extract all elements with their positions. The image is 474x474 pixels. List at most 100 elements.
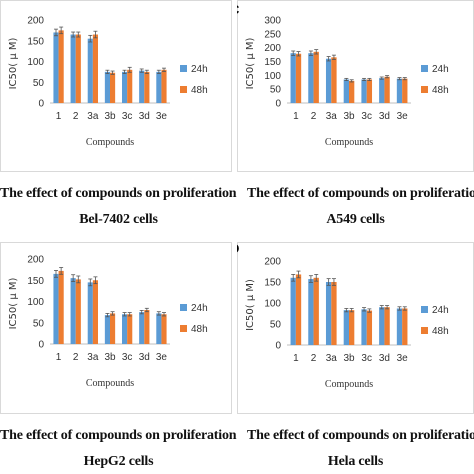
x-tick-label: 3a: [326, 111, 338, 122]
y-tick-label: 200: [264, 43, 281, 54]
bar: [343, 79, 349, 103]
x-tick-label: 3d: [379, 111, 390, 122]
y-axis-label: IC50( μ M): [8, 278, 19, 330]
bar: [127, 69, 133, 103]
bar: [58, 270, 64, 344]
y-tick-label: 100: [264, 71, 281, 82]
y-tick-label: 50: [33, 318, 45, 329]
bar: [325, 282, 332, 345]
bar: [331, 282, 337, 345]
x-tick-label: 1: [56, 111, 62, 122]
x-tick-label: 1: [293, 353, 299, 364]
bar: [402, 308, 408, 345]
chart-caption-line2: Bel-7402 cells: [79, 212, 158, 227]
legend-label: 24h: [432, 305, 449, 316]
bar: [396, 78, 403, 103]
bar: [92, 34, 98, 103]
panel-letter: C: [237, 2, 239, 17]
y-tick-label: 0: [38, 340, 44, 351]
x-tick-label: 2: [311, 353, 317, 364]
y-tick-label: 250: [264, 29, 281, 40]
bar: [308, 53, 314, 103]
legend-label: 48h: [432, 326, 449, 337]
chart-hela: 0 50 100 150 200 IC50( μ M) 1 2 3a 3b 3c 3d 3e Compou…: [245, 257, 449, 391]
legend-swatch: [180, 86, 187, 93]
x-axis-label: Compounds: [86, 378, 134, 389]
bar: [122, 71, 128, 103]
x-tick-label: 3d: [379, 353, 390, 364]
bar: [58, 30, 64, 103]
bar: [87, 38, 93, 103]
legend-swatch: [421, 306, 428, 313]
bar: [295, 274, 302, 345]
chart-frame: [237, 0, 474, 172]
y-tick-label: 0: [275, 341, 281, 352]
x-axis-label: Compounds: [325, 379, 373, 390]
bar: [70, 34, 76, 103]
legend-label: 48h: [191, 324, 208, 335]
x-axis-label: Compounds: [325, 137, 373, 148]
y-tick-label: 150: [27, 276, 44, 287]
bar: [92, 280, 98, 344]
chart-caption-line1: The effect of compounds on proliferation…: [0, 428, 237, 443]
bar: [139, 70, 145, 103]
bar: [290, 277, 296, 345]
y-tick-label: 50: [33, 78, 45, 89]
legend-label: 48h: [191, 85, 208, 96]
bar: [325, 58, 332, 103]
bar: [331, 57, 337, 103]
y-tick-label: 300: [264, 16, 281, 27]
chart-caption-line2: A549 cells: [326, 212, 385, 227]
x-tick-label: 3c: [122, 352, 133, 363]
bar: [308, 279, 314, 345]
chart-panel-hepg2: 0 50 100 150 200 IC50( μ M) 1 2 3a 3b 3c 3d 3e Compou…: [0, 237, 237, 474]
x-tick-label: 3d: [139, 111, 150, 122]
legend-label: 24h: [191, 303, 208, 314]
chart-a549: 0 50 100 150 200 250 300 IC50( μ M) 1 2 3a 3b 3c 3d 3e…: [245, 16, 449, 149]
y-tick-label: 200: [27, 16, 44, 27]
x-tick-label: 3c: [361, 111, 372, 122]
y-tick-label: 150: [264, 57, 281, 68]
x-tick-label: 3e: [397, 111, 409, 122]
y-tick-label: 0: [38, 99, 44, 110]
y-tick-label: 150: [27, 36, 44, 47]
bar: [110, 313, 116, 344]
chart-panel-a549: C 0 50 100 150 200 250 300 IC50( μ M) 1 2 3a 3b 3c 3d…: [237, 0, 474, 237]
legend-swatch: [421, 86, 428, 93]
y-tick-label: 100: [27, 57, 44, 68]
y-axis-label: IC50( μ M): [245, 279, 256, 331]
bar: [144, 71, 150, 103]
bar: [127, 314, 133, 344]
x-tick-label: 1: [56, 352, 62, 363]
bar: [366, 79, 373, 103]
chart-hepg2: 0 50 100 150 200 IC50( μ M) 1 2 3a 3b 3c 3d 3e Compou…: [8, 255, 208, 390]
bar: [161, 69, 167, 103]
x-tick-label: 3a: [87, 352, 99, 363]
bar: [349, 310, 355, 345]
bar: [361, 79, 367, 103]
bar: [139, 312, 145, 344]
bar: [75, 279, 81, 344]
x-tick-label: 2: [311, 111, 317, 122]
y-tick-label: 150: [264, 278, 281, 289]
x-tick-label: 3a: [326, 353, 338, 364]
chart-caption-line1: The effect of compounds on proliferation…: [247, 186, 474, 201]
legend-swatch: [180, 65, 187, 72]
bar: [379, 78, 385, 103]
bar: [110, 72, 116, 103]
bar: [75, 34, 81, 103]
bar: [290, 53, 296, 103]
y-tick-label: 200: [27, 255, 44, 266]
x-tick-label: 3b: [104, 352, 116, 363]
legend-swatch: [180, 325, 187, 332]
chart-panel-hela: D 0 50 100 150 200 IC50( μ M) 1 2 3a 3b 3c 3d 3e Comp…: [237, 237, 474, 474]
bar: [70, 278, 76, 344]
bar: [366, 310, 373, 345]
bar: [379, 307, 385, 345]
y-tick-label: 50: [270, 320, 282, 331]
y-axis-label: IC50( μ M): [8, 38, 19, 90]
x-tick-label: 3a: [87, 111, 99, 122]
bar: [122, 314, 128, 344]
bar: [156, 313, 162, 344]
legend-swatch: [180, 304, 187, 311]
